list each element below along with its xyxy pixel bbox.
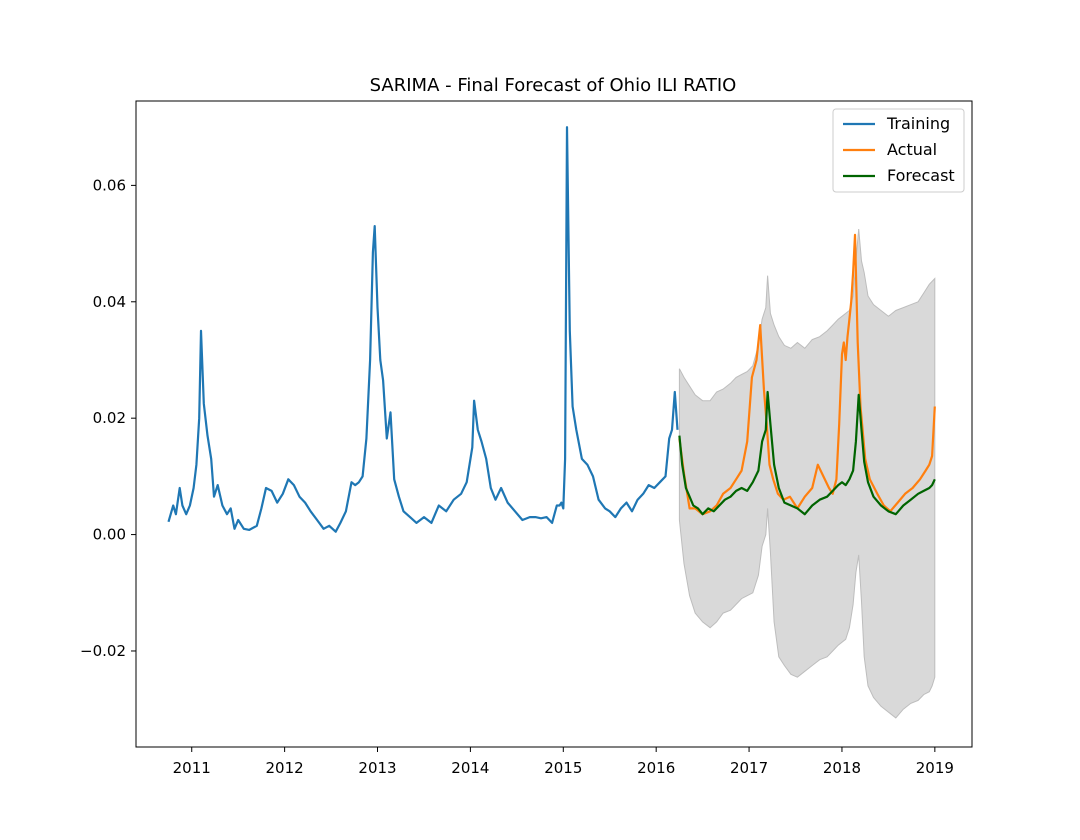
x-tick-label: 2011 — [173, 759, 211, 777]
x-tick-label: 2017 — [730, 759, 768, 777]
x-tick-label: 2013 — [358, 759, 396, 777]
confidence-band — [678, 228, 936, 719]
x-tick-label: 2019 — [916, 759, 954, 777]
series-layer — [167, 126, 936, 533]
legend-label-training: Training — [886, 114, 950, 133]
x-tick-label: 2018 — [823, 759, 861, 777]
x-tick-label: 2015 — [544, 759, 582, 777]
y-tick-label: 0.02 — [93, 409, 126, 427]
y-axis: −0.02 0.00 0.02 0.04 0.06 — [80, 176, 136, 660]
series-line-training — [167, 126, 679, 533]
series-line-forecast — [678, 390, 936, 516]
legend-box — [832, 108, 965, 193]
y-tick-label: 0.00 — [93, 526, 126, 544]
plot-frame — [135, 100, 973, 748]
y-tick-label: −0.02 — [80, 642, 126, 660]
x-tick-label: 2014 — [451, 759, 489, 777]
x-axis: 2011 2012 2013 2014 2015 2016 2017 2018 2019 — [173, 747, 954, 777]
x-tick-label: 2016 — [637, 759, 675, 777]
chart-title: SARIMA - Final Forecast of Ohio ILI RATI… — [370, 75, 737, 96]
x-tick-label: 2012 — [266, 759, 304, 777]
series-line-actual — [678, 233, 936, 516]
y-tick-label: 0.04 — [93, 293, 126, 311]
legend-label-forecast: Forecast — [887, 166, 955, 185]
y-tick-label: 0.06 — [93, 176, 126, 194]
confidence-band-layer — [678, 228, 936, 719]
legend: Training Actual Forecast — [832, 108, 965, 193]
legend-label-actual: Actual — [887, 140, 937, 159]
